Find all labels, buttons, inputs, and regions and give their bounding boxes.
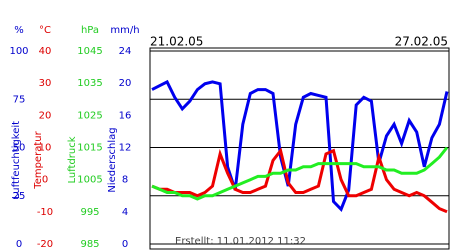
y-tick-label: 30	[39, 78, 52, 89]
y-tick-label: 985	[80, 239, 99, 250]
y-tick-label: 100	[9, 46, 28, 57]
y-tick-label: 0	[42, 175, 48, 186]
y-tick-label: 50	[13, 143, 26, 154]
axis-unit: °C	[39, 25, 51, 36]
series-line	[151, 79, 449, 213]
y-tick-label: 10	[39, 143, 52, 154]
y-tick-label: 0	[16, 239, 22, 250]
y-tick-label: 1005	[77, 175, 102, 186]
axis-unit: %	[14, 25, 24, 36]
y-tick-label: 1025	[77, 110, 102, 121]
x-label-end: 27.02.05	[395, 35, 448, 49]
y-tick-label: -10	[37, 207, 53, 218]
y-tick-label: 1035	[77, 78, 102, 89]
x-label-start: 21.02.05	[150, 35, 203, 49]
axis-unit: mm/h	[110, 25, 139, 36]
y-tick-label: 1015	[77, 143, 102, 154]
y-tick-label: 16	[119, 110, 132, 121]
y-tick-label: 75	[13, 94, 26, 105]
y-tick-label: 20	[119, 78, 132, 89]
y-tick-label: -20	[37, 239, 53, 250]
axis-unit: hPa	[81, 25, 99, 36]
series-line	[151, 146, 449, 201]
axis-title: Luftdruck	[67, 136, 78, 183]
y-tick-label: 20	[39, 110, 52, 121]
y-tick-label: 8	[122, 175, 128, 186]
axis-title: Luftfeuchtigkeit	[11, 121, 22, 199]
series-line	[151, 147, 448, 214]
y-tick-label: 40	[39, 46, 52, 57]
y-tick-label: 24	[119, 46, 132, 57]
y-tick-label: 1045	[77, 46, 102, 57]
y-tick-label: 995	[80, 207, 99, 218]
y-tick-label: 12	[119, 143, 132, 154]
plot-area	[149, 47, 450, 250]
y-tick-label: 25	[13, 191, 26, 202]
y-tick-label: 0	[122, 239, 128, 250]
axis-title: Temperatur	[33, 130, 44, 189]
footer: Erstellt: 11.01.2012 11:32	[175, 236, 306, 247]
y-tick-label: 4	[122, 207, 128, 218]
axis-title: Niederschlag	[107, 127, 118, 192]
